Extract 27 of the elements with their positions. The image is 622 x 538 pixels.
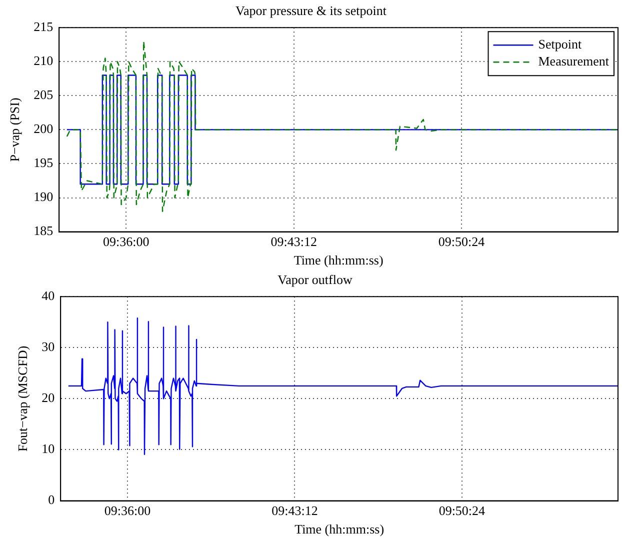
x-tick-label: 09:36:00 [103, 234, 150, 250]
y-tick-label: 0 [48, 492, 55, 508]
x-tick-label: 09:36:00 [104, 503, 151, 518]
chart-title: Vapor outflow [278, 272, 353, 288]
x-tick-label: 09:43:12 [272, 503, 318, 518]
y-axis-title: P−vap (PSI) [7, 98, 22, 162]
y-axis-title: Fout−vap (MSCFD) [15, 346, 30, 452]
x-tick-label: 09:50:24 [438, 234, 486, 250]
legend-label: Setpoint [538, 36, 582, 52]
y-tick-label: 185 [34, 223, 54, 238]
y-tick-label: 10 [42, 441, 55, 456]
x-axis-title: Time (hh:mm:ss) [294, 252, 384, 268]
y-tick-label: 200 [34, 121, 54, 136]
y-tick-label: 40 [42, 288, 55, 304]
y-tick-label: 205 [34, 87, 54, 102]
y-tick-label: 20 [42, 390, 55, 406]
y-tick-label: 190 [34, 189, 54, 204]
y-tick-label: 210 [34, 53, 54, 68]
chart-title: Vapor pressure & its setpoint [236, 3, 387, 18]
x-axis-title: Time (hh:mm:ss) [294, 522, 384, 537]
x-tick-label: 09:43:12 [270, 234, 317, 250]
legend-label: Measurement [538, 54, 610, 69]
y-tick-label: 30 [42, 339, 55, 354]
x-tick-label: 09:50:24 [438, 503, 486, 518]
y-tick-label: 195 [34, 155, 54, 170]
line-series [66, 40, 618, 212]
y-tick-label: 215 [34, 19, 54, 34]
